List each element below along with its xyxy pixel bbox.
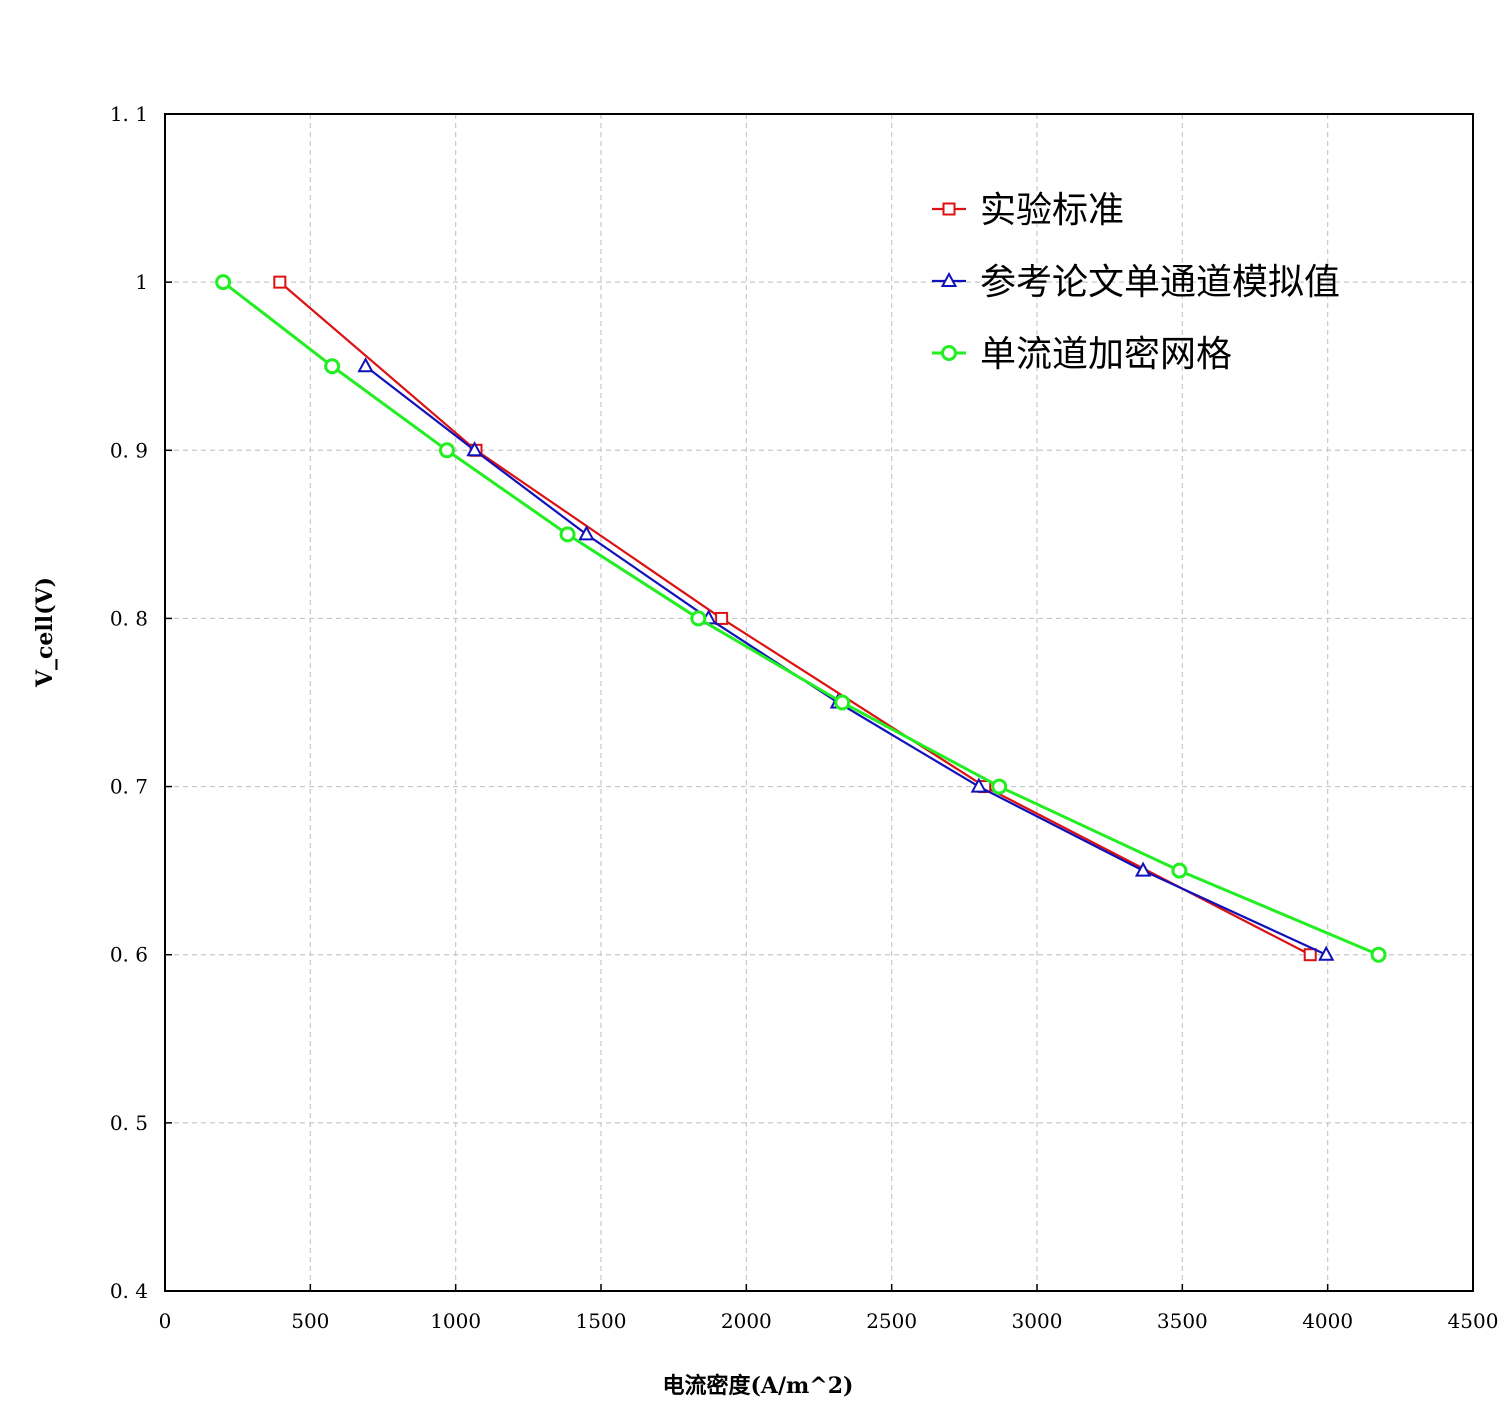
- x-tick-label: 4500: [1448, 1309, 1499, 1333]
- series-layer: [215, 274, 1387, 963]
- x-axis: 0 500 1000 1500 2000 2500 3000 3500 4000 4500: [159, 1284, 1499, 1333]
- data-point: [970, 777, 988, 793]
- data-point: [357, 357, 374, 373]
- data-point: [273, 275, 287, 289]
- data-point: [1134, 861, 1152, 877]
- x-tick-label: 1000: [430, 1309, 481, 1333]
- data-point: [1303, 948, 1317, 962]
- y-tick-label: 0. 8: [110, 606, 148, 630]
- grid: [165, 114, 1473, 1291]
- y-axis-title: V_cell(V): [32, 577, 58, 688]
- x-tick-label: 3000: [1012, 1309, 1063, 1333]
- legend-item: 单流道加密网格: [932, 334, 1232, 375]
- y-tick-label: 1: [135, 270, 148, 294]
- y-axis: 0. 4 0. 5 0. 6 0. 7 0. 8 0. 9 1 1. 1: [110, 102, 172, 1303]
- legend-marker: [941, 345, 957, 361]
- y-tick-label: 0. 4: [110, 1279, 148, 1303]
- data-point: [715, 611, 729, 625]
- x-tick-label: 500: [291, 1309, 329, 1333]
- data-point: [991, 778, 1008, 795]
- legend-item: 实验标准: [932, 190, 1124, 231]
- data-point: [1171, 862, 1188, 879]
- x-tick-label: 2000: [721, 1309, 772, 1333]
- legend-label: 实验标准: [980, 190, 1124, 231]
- series-3: [215, 274, 1387, 963]
- plot-area-frame: [164, 113, 1474, 1292]
- data-point: [578, 525, 595, 541]
- x-tick-label: 3500: [1157, 1309, 1208, 1333]
- legend-marker: [942, 202, 956, 216]
- legend-marker: [940, 271, 958, 287]
- y-tick-label: 0. 7: [110, 775, 148, 799]
- x-tick-label: 1500: [576, 1309, 627, 1333]
- y-tick-label: 1. 1: [110, 102, 148, 126]
- data-point: [834, 694, 851, 711]
- legend-label: 单流道加密网格: [980, 334, 1232, 375]
- data-point: [215, 274, 232, 291]
- x-tick-label: 4000: [1302, 1309, 1353, 1333]
- x-tick-label: 0: [159, 1309, 172, 1333]
- data-point: [559, 526, 576, 543]
- y-tick-label: 0. 9: [110, 438, 148, 462]
- y-tick-label: 0. 6: [110, 943, 148, 967]
- data-point: [1370, 946, 1387, 963]
- x-tick-label: 2500: [866, 1309, 917, 1333]
- y-tick-label: 0. 5: [110, 1111, 148, 1135]
- legend-item: 参考论文单通道模拟值: [932, 262, 1340, 303]
- x-axis-title: 电流密度(A/m^2): [663, 1373, 854, 1399]
- data-point: [466, 441, 483, 457]
- legend-label: 参考论文单通道模拟值: [980, 262, 1340, 303]
- data-point: [690, 610, 707, 627]
- data-point: [1318, 945, 1335, 961]
- data-point: [438, 442, 455, 459]
- data-point: [324, 358, 341, 375]
